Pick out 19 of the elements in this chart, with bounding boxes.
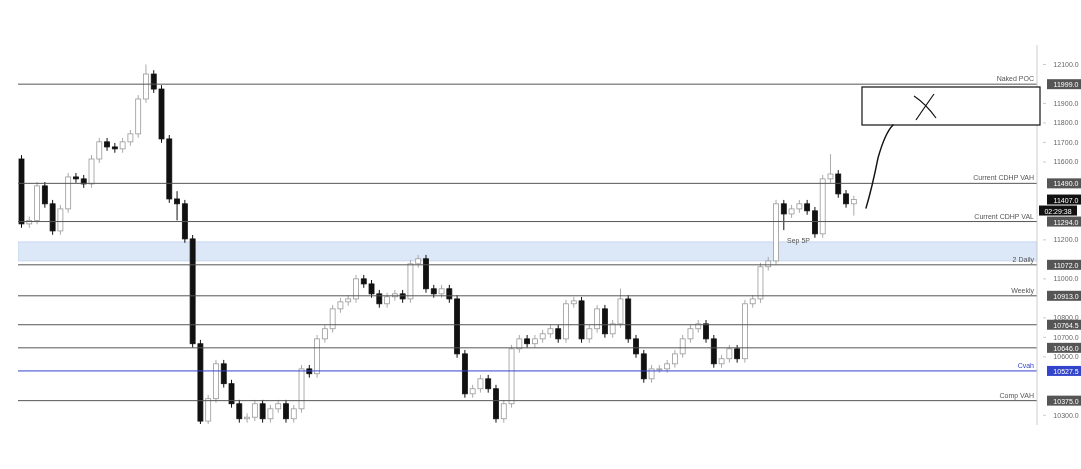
candlestick <box>73 172 79 184</box>
candlestick <box>244 412 250 424</box>
candlestick <box>850 195 857 217</box>
candlestick <box>812 206 818 239</box>
candlestick <box>251 399 258 422</box>
candlestick <box>524 334 531 349</box>
candlestick <box>804 199 811 216</box>
candlestick <box>531 334 538 349</box>
candlestick <box>594 304 601 334</box>
candlestick <box>780 199 787 231</box>
candlestick <box>259 399 266 424</box>
candlestick <box>205 394 212 425</box>
candlestick <box>353 274 359 304</box>
candlestick <box>835 169 842 199</box>
candlestick <box>104 137 110 152</box>
candlestick <box>283 399 289 424</box>
candlestick <box>633 334 639 359</box>
candlestick <box>174 190 180 221</box>
candlestick <box>703 319 709 344</box>
